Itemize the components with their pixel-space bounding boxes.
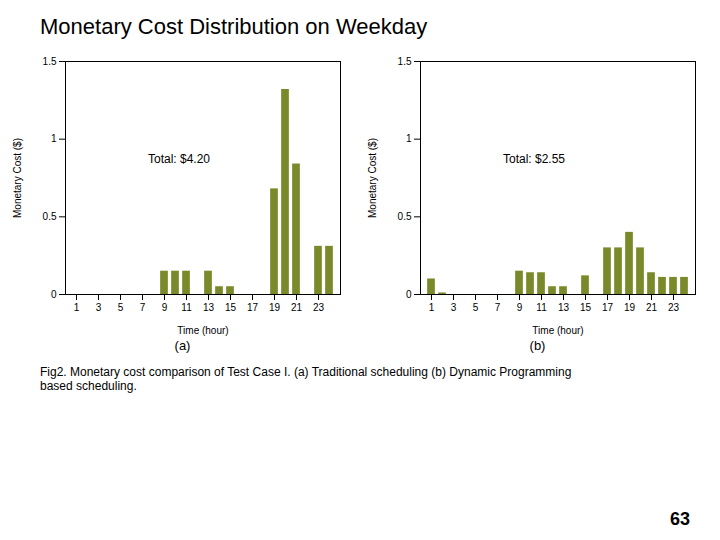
svg-text:15: 15 bbox=[225, 302, 237, 313]
svg-text:13: 13 bbox=[203, 302, 215, 313]
html-text:Monetary Cost Distribution on: Monetary Cost Distribution on Weekday bbox=[40, 14, 428, 39]
svg-text:1: 1 bbox=[74, 302, 80, 313]
svg-text:7: 7 bbox=[140, 302, 146, 313]
html-text:(b): (b) bbox=[529, 338, 546, 353]
svg-text:23: 23 bbox=[668, 302, 680, 313]
svg-text:Time (hour): Time (hour) bbox=[177, 325, 228, 336]
html-text:(a): (a) bbox=[174, 338, 191, 353]
svg-text:3: 3 bbox=[96, 302, 102, 313]
svg-text:Monetary Cost ($): Monetary Cost ($) bbox=[367, 138, 378, 218]
svg-text:11: 11 bbox=[536, 302, 547, 313]
svg-text:7: 7 bbox=[495, 302, 501, 313]
svg-text:0.5: 0.5 bbox=[398, 211, 412, 222]
svg-text:9: 9 bbox=[517, 302, 523, 313]
svg-text:1: 1 bbox=[51, 133, 57, 144]
svg-text:1: 1 bbox=[406, 133, 412, 144]
svg-text:0: 0 bbox=[51, 289, 57, 300]
svg-text:1.5: 1.5 bbox=[398, 56, 412, 67]
svg-text:5: 5 bbox=[118, 302, 124, 313]
html-text:63: 63 bbox=[670, 509, 690, 529]
svg-text:19: 19 bbox=[624, 302, 636, 313]
html-text:Fig2. Monetary cost comparison: Fig2. Monetary cost comparison of Test C… bbox=[40, 365, 572, 393]
svg-text:19: 19 bbox=[269, 302, 281, 313]
svg-text:0: 0 bbox=[406, 289, 412, 300]
svg-text:1: 1 bbox=[429, 302, 435, 313]
svg-text:1.5: 1.5 bbox=[43, 56, 57, 67]
svg-text:17: 17 bbox=[247, 302, 259, 313]
svg-text:11: 11 bbox=[181, 302, 192, 313]
svg-text:Monetary Cost ($): Monetary Cost ($) bbox=[12, 138, 23, 218]
svg-text:13: 13 bbox=[558, 302, 570, 313]
svg-text:0.5: 0.5 bbox=[43, 211, 57, 222]
svg-text:17: 17 bbox=[602, 302, 614, 313]
svg-text:5: 5 bbox=[473, 302, 479, 313]
svg-text:21: 21 bbox=[646, 302, 658, 313]
svg-text:3: 3 bbox=[451, 302, 457, 313]
svg-text:Time (hour): Time (hour) bbox=[532, 325, 583, 336]
svg-text:23: 23 bbox=[313, 302, 325, 313]
svg-text:Total: $2.55: Total: $2.55 bbox=[503, 152, 565, 166]
svg-text:9: 9 bbox=[162, 302, 168, 313]
svg-text:Total: $4.20: Total: $4.20 bbox=[148, 152, 210, 166]
svg-text:15: 15 bbox=[580, 302, 592, 313]
svg-text:21: 21 bbox=[291, 302, 303, 313]
